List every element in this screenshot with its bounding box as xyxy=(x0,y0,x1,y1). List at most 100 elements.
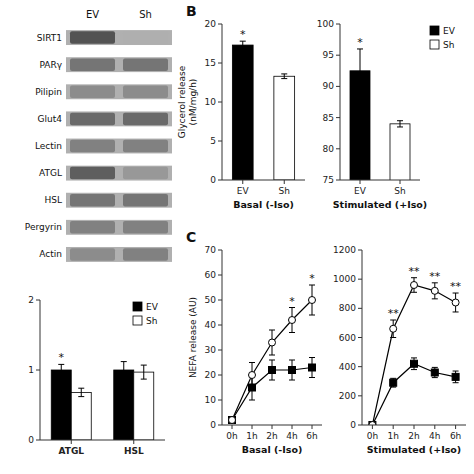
x-axis-label: Basal (-Iso) xyxy=(242,444,303,455)
line xyxy=(372,285,455,425)
x-axis-label: Stimulated (+Iso) xyxy=(333,199,427,210)
blot-lane xyxy=(66,57,172,72)
y-tick xyxy=(218,141,222,142)
blot-lane xyxy=(66,111,172,126)
error-cap xyxy=(309,315,315,316)
y-tick xyxy=(218,275,222,276)
marker xyxy=(369,422,376,426)
blot-lane xyxy=(66,30,172,45)
y-tick xyxy=(358,250,362,251)
y-tick xyxy=(36,300,40,301)
line xyxy=(232,300,312,420)
x-tick xyxy=(292,425,293,429)
x-tick-label: Sh xyxy=(279,186,290,196)
blot-band xyxy=(123,86,168,99)
y-tick xyxy=(218,400,222,401)
x-tick xyxy=(71,440,72,444)
x-tick xyxy=(232,425,233,429)
y-tick-label: 0 xyxy=(350,420,356,430)
y-tick xyxy=(358,395,362,396)
y-tick-label: 30 xyxy=(205,345,217,355)
blot-band xyxy=(123,58,168,71)
marker xyxy=(249,384,256,391)
row-label: Pergyrin xyxy=(25,222,62,232)
legend-label: Sh xyxy=(443,40,454,50)
bar xyxy=(134,372,154,440)
error-cap xyxy=(390,337,396,338)
legend-label: Sh xyxy=(146,316,157,326)
y-tick-label: 90 xyxy=(323,81,335,91)
line xyxy=(372,364,455,425)
marker xyxy=(309,364,316,371)
marker xyxy=(229,417,236,424)
bar xyxy=(114,370,134,440)
blot-band xyxy=(123,167,168,180)
x-tick xyxy=(133,440,134,444)
y-tick-label: 75 xyxy=(323,175,334,185)
y-tick-label: 0 xyxy=(210,420,216,430)
legend-label: EV xyxy=(146,302,159,312)
legend-swatch xyxy=(133,316,142,325)
x-tick xyxy=(455,425,456,429)
error-cap xyxy=(281,73,287,74)
blot-band xyxy=(70,31,115,44)
blot-band xyxy=(123,31,168,44)
blot-band xyxy=(123,113,168,126)
blot-band xyxy=(70,86,115,99)
error-cap xyxy=(269,360,275,361)
annotation: * xyxy=(59,351,65,364)
y-tick xyxy=(336,117,340,118)
x-tick xyxy=(372,425,373,429)
y-tick-label: 2 xyxy=(28,295,34,305)
error-cap xyxy=(397,126,403,127)
marker xyxy=(390,325,397,332)
blot-band xyxy=(70,194,115,207)
y-axis-label-line: Glycerol release xyxy=(177,65,187,138)
y-axis-label: NEFA release (AU) xyxy=(188,297,198,378)
row-label: SIRT1 xyxy=(37,33,62,43)
y-tick xyxy=(36,370,40,371)
y-tick-label: 20 xyxy=(205,19,217,29)
y-tick xyxy=(358,425,362,426)
y-tick xyxy=(358,308,362,309)
blot-band xyxy=(70,167,115,180)
y-tick-label: 1 xyxy=(28,365,34,375)
y-axis-label: Glycerol release(nM/mg/h) xyxy=(177,65,198,138)
y-tick-label: 800 xyxy=(339,303,356,313)
y-tick-label: 85 xyxy=(323,113,334,123)
error-cap xyxy=(281,78,287,79)
annotation: ** xyxy=(450,280,462,293)
y-tick xyxy=(336,86,340,87)
figure: EVShSIRT1PARγPilipinGlut4LectinATGLHSLPe… xyxy=(0,0,474,474)
x-tick-label: 6h xyxy=(306,431,317,441)
x-tick xyxy=(242,180,243,184)
error-cap xyxy=(141,365,147,366)
marker xyxy=(309,297,316,304)
marker xyxy=(269,339,276,346)
annotation: ** xyxy=(388,307,400,320)
x-tick xyxy=(393,425,394,429)
error-cap xyxy=(309,357,315,358)
marker xyxy=(411,360,418,367)
error-bar xyxy=(400,121,401,127)
blot-lane xyxy=(66,220,172,235)
x-tick-label: Sh xyxy=(394,186,405,196)
y-tick xyxy=(218,325,222,326)
x-axis-line xyxy=(222,180,305,181)
x-tick-label: 2h xyxy=(266,431,277,441)
y-tick-label: 10 xyxy=(205,97,217,107)
error-bar xyxy=(143,365,144,379)
row-label: Lectin xyxy=(35,141,62,151)
y-tick-label: 10 xyxy=(205,395,217,405)
y-tick xyxy=(218,350,222,351)
marker xyxy=(269,367,276,374)
legend-swatch xyxy=(430,40,439,49)
y-tick xyxy=(358,279,362,280)
y-tick-label: 200 xyxy=(339,391,356,401)
x-tick-label: ATGL xyxy=(58,446,84,456)
plot-area xyxy=(350,49,410,180)
blot-band xyxy=(70,248,115,261)
x-axis-line xyxy=(40,440,165,441)
y-tick xyxy=(336,148,340,149)
error-cap xyxy=(269,355,275,356)
